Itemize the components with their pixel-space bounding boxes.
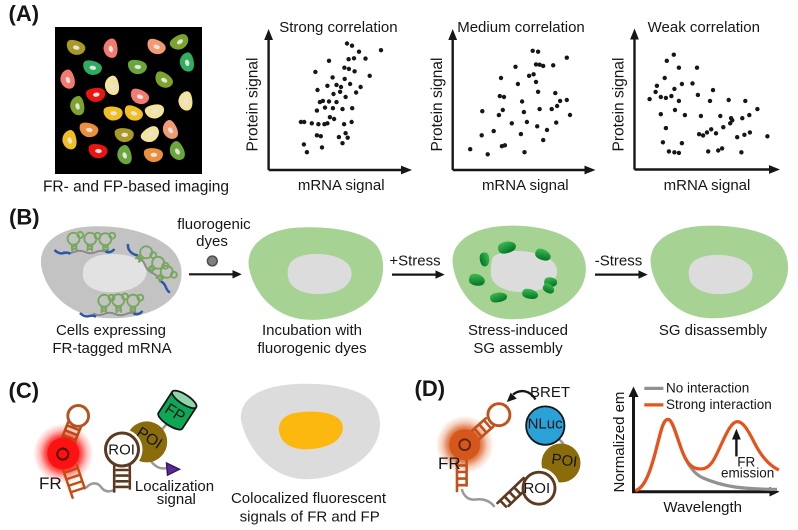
svg-text:(C): (C) [9,378,40,403]
svg-text:Medium correlation: Medium correlation [457,19,585,36]
svg-text:+Stress: +Stress [389,253,440,270]
svg-text:FR: FR [737,454,755,469]
svg-text:POI: POI [551,451,579,471]
svg-text:Protein signal: Protein signal [611,58,628,152]
svg-text:SG disassembly: SG disassembly [659,322,768,339]
svg-text:FR- and FP-based imaging: FR- and FP-based imaging [43,179,229,196]
svg-text:Incubation with: Incubation with [262,322,362,339]
svg-text:mRNA signal: mRNA signal [664,177,751,194]
svg-text:fluorogenic dyes: fluorogenic dyes [257,340,366,357]
svg-text:Cells expressing: Cells expressing [56,322,166,339]
svg-text:FR-tagged mRNA: FR-tagged mRNA [52,340,171,357]
svg-text:Strong correlation: Strong correlation [279,19,397,36]
svg-text:-Stress: -Stress [595,253,643,270]
svg-text:Protein signal: Protein signal [429,58,446,152]
svg-text:Weak correlation: Weak correlation [648,19,760,36]
svg-text:Strong interaction: Strong interaction [666,397,772,412]
svg-text:(A): (A) [9,1,40,26]
svg-text:FR: FR [39,474,62,493]
svg-text:Colocalized fluorescent: Colocalized fluorescent [231,490,387,507]
svg-text:Normalized em: Normalized em [611,392,628,493]
svg-text:emission: emission [721,466,774,481]
svg-text:fluorogenic: fluorogenic [177,216,251,233]
svg-text:mRNA signal: mRNA signal [298,177,385,194]
svg-text:(B): (B) [9,205,40,230]
svg-text:BRET: BRET [530,384,570,401]
svg-text:Localization: Localization [135,478,214,495]
svg-text:NLuc: NLuc [528,416,564,433]
svg-text:(D): (D) [415,376,446,401]
svg-text:dyes: dyes [196,233,228,250]
svg-text:SG assembly: SG assembly [473,340,563,357]
svg-text:Wavelength: Wavelength [663,499,742,516]
svg-text:Stress-induced: Stress-induced [468,322,568,339]
svg-text:FR: FR [438,454,461,473]
svg-text:ROI: ROI [108,442,135,459]
svg-text:mRNA signal: mRNA signal [482,177,569,194]
svg-text:No interaction: No interaction [666,380,749,395]
svg-text:signal: signal [157,491,196,508]
svg-text:Protein signal: Protein signal [245,58,262,152]
svg-text:ROI: ROI [523,480,550,497]
svg-text:signals of FR and FP: signals of FR and FP [240,509,380,526]
